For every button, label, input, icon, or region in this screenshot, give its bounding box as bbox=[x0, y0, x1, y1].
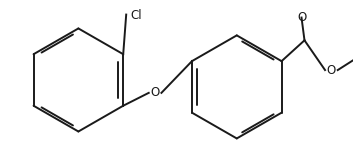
Text: O: O bbox=[150, 86, 160, 99]
Text: Cl: Cl bbox=[130, 9, 142, 22]
Text: O: O bbox=[327, 64, 336, 77]
Text: O: O bbox=[297, 11, 306, 24]
